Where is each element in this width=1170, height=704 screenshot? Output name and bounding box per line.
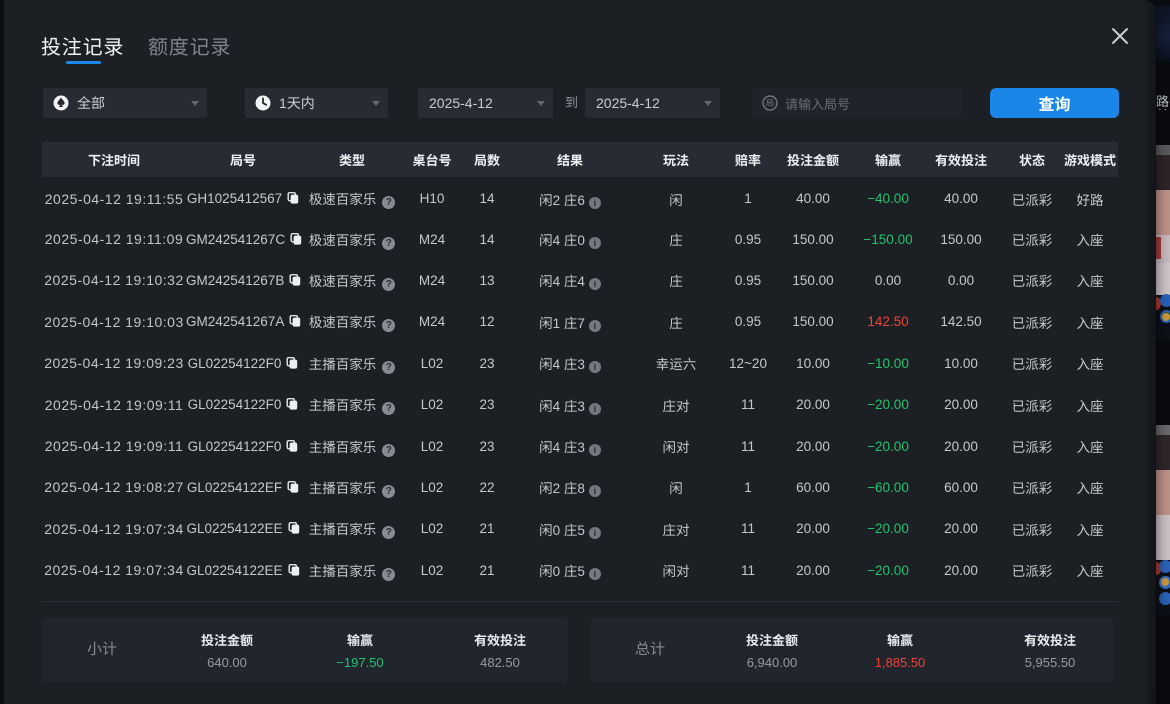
svg-text:局: 局	[766, 97, 775, 109]
